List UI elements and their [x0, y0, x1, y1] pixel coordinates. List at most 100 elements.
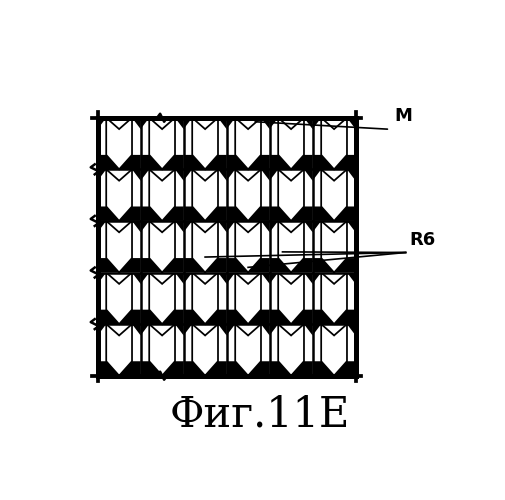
Polygon shape [269, 258, 290, 272]
Bar [269, 272, 312, 324]
Polygon shape [119, 362, 140, 376]
Bar [226, 324, 269, 376]
Polygon shape [97, 206, 119, 221]
Polygon shape [247, 258, 269, 272]
Polygon shape [218, 118, 226, 129]
Polygon shape [175, 272, 183, 284]
Polygon shape [97, 118, 106, 129]
Bar [140, 118, 183, 170]
Polygon shape [235, 272, 261, 324]
Polygon shape [235, 221, 261, 272]
Polygon shape [97, 362, 119, 376]
Polygon shape [226, 118, 235, 129]
Polygon shape [269, 362, 290, 376]
Polygon shape [106, 118, 132, 170]
Polygon shape [106, 170, 132, 221]
Polygon shape [106, 221, 132, 272]
Polygon shape [312, 310, 333, 324]
Polygon shape [119, 258, 140, 272]
Polygon shape [312, 272, 321, 284]
Bar [140, 272, 183, 324]
Polygon shape [226, 324, 235, 336]
Polygon shape [312, 118, 321, 129]
Polygon shape [192, 170, 218, 221]
Polygon shape [106, 272, 132, 324]
Polygon shape [175, 324, 183, 336]
Polygon shape [132, 170, 140, 180]
Bar [226, 221, 269, 272]
Polygon shape [149, 272, 175, 324]
Polygon shape [162, 155, 183, 170]
Polygon shape [269, 324, 278, 336]
Bar [97, 118, 355, 376]
Polygon shape [175, 221, 183, 232]
Polygon shape [321, 221, 346, 272]
Polygon shape [346, 221, 355, 232]
Polygon shape [226, 206, 247, 221]
Polygon shape [132, 221, 140, 232]
Polygon shape [192, 221, 218, 272]
Polygon shape [183, 324, 192, 336]
Bar [183, 324, 226, 376]
Polygon shape [97, 272, 106, 284]
Polygon shape [183, 221, 192, 232]
Polygon shape [247, 362, 269, 376]
Bar [226, 170, 269, 221]
Polygon shape [205, 310, 226, 324]
Polygon shape [261, 272, 269, 284]
Polygon shape [312, 155, 333, 170]
Polygon shape [290, 362, 312, 376]
Bar [226, 118, 269, 170]
Polygon shape [132, 118, 140, 129]
Polygon shape [269, 118, 278, 129]
Polygon shape [304, 272, 312, 284]
Polygon shape [218, 221, 226, 232]
Text: Фиг.11E: Фиг.11E [169, 393, 349, 435]
Polygon shape [290, 155, 312, 170]
Bar [140, 221, 183, 272]
Polygon shape [321, 272, 346, 324]
Polygon shape [140, 170, 149, 180]
Polygon shape [226, 170, 235, 180]
Polygon shape [278, 170, 304, 221]
Bar [140, 324, 183, 376]
Polygon shape [269, 310, 290, 324]
Polygon shape [149, 221, 175, 272]
Polygon shape [346, 170, 355, 180]
Polygon shape [192, 272, 218, 324]
Polygon shape [205, 362, 226, 376]
Polygon shape [183, 206, 205, 221]
Polygon shape [269, 206, 290, 221]
Polygon shape [205, 258, 226, 272]
Polygon shape [304, 221, 312, 232]
Polygon shape [304, 170, 312, 180]
Polygon shape [140, 118, 149, 129]
Polygon shape [269, 221, 278, 232]
Bar [140, 170, 183, 221]
Polygon shape [183, 258, 205, 272]
Bar [97, 324, 140, 376]
Polygon shape [290, 206, 312, 221]
Polygon shape [235, 324, 261, 376]
Polygon shape [333, 362, 355, 376]
Polygon shape [205, 206, 226, 221]
Polygon shape [333, 310, 355, 324]
Polygon shape [261, 118, 269, 129]
Polygon shape [346, 272, 355, 284]
Bar [183, 221, 226, 272]
Polygon shape [269, 155, 290, 170]
Polygon shape [205, 155, 226, 170]
Polygon shape [278, 324, 304, 376]
Polygon shape [226, 362, 247, 376]
Polygon shape [247, 310, 269, 324]
Polygon shape [235, 170, 261, 221]
Polygon shape [278, 118, 304, 170]
Polygon shape [175, 170, 183, 180]
Polygon shape [140, 362, 162, 376]
Polygon shape [97, 324, 106, 336]
Polygon shape [140, 272, 149, 284]
Polygon shape [162, 362, 183, 376]
Bar [183, 272, 226, 324]
Polygon shape [290, 310, 312, 324]
Bar [269, 118, 312, 170]
